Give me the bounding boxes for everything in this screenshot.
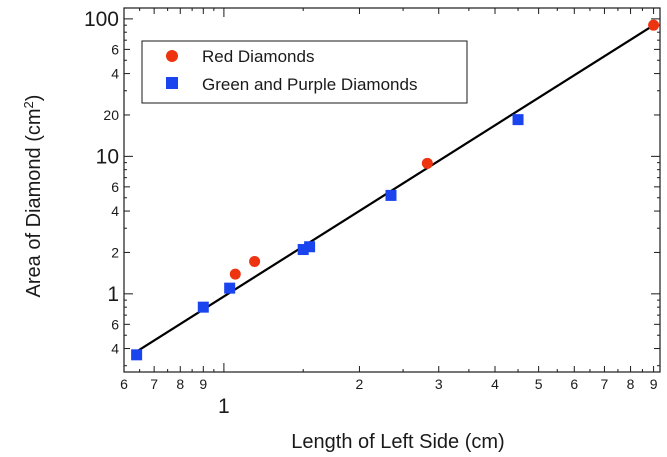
y-tick-label: 4 — [111, 66, 119, 82]
legend: Red Diamonds Green and Purple Diamonds — [141, 40, 468, 104]
plot-frame — [123, 7, 661, 373]
fit-line — [136, 24, 655, 353]
x-tick-label: 1 — [218, 395, 230, 418]
y-tick-label: 4 — [111, 203, 119, 219]
point-red-diamond — [421, 157, 433, 169]
point-green-purple-diamond — [131, 349, 143, 361]
y-axis-title-text: Area of Diamond (cm — [23, 108, 45, 297]
x-tick-label: 2 — [356, 376, 364, 392]
x-tick-label: 6 — [570, 376, 578, 392]
point-green-purple-diamond — [224, 282, 236, 294]
point-green-purple-diamond — [197, 301, 209, 313]
x-axis-title: Length of Left Side (cm) — [291, 431, 504, 453]
y-tick-label: 4 — [111, 341, 119, 357]
legend-box — [141, 40, 468, 104]
legend-marker-green-and-purple-diamonds — [166, 77, 178, 89]
point-green-purple-diamond — [385, 189, 397, 201]
point-red-diamond — [249, 255, 261, 267]
y-axis-title-superscript: 2 — [21, 101, 36, 108]
x-tick-label: 4 — [491, 376, 499, 392]
fit-line-layer — [136, 24, 655, 353]
y-tick-label: 1 — [107, 283, 119, 306]
y-tick-label: 6 — [111, 41, 119, 57]
y-tick-label: 10 — [96, 145, 119, 168]
legend-marker-red-diamonds — [166, 50, 178, 62]
y-axis-title-close: ) — [23, 95, 45, 102]
point-green-purple-diamond — [512, 114, 524, 126]
x-tick-label: 3 — [435, 376, 443, 392]
data-points — [131, 19, 660, 361]
y-tick-label: 6 — [111, 179, 119, 195]
x-tick-label: 9 — [650, 376, 658, 392]
point-green-purple-diamond — [304, 241, 316, 253]
y-tick-label: 100 — [84, 8, 119, 31]
y-tick-label: 20 — [103, 107, 119, 123]
y-tick-label: 6 — [111, 316, 119, 332]
legend-label-green-and-purple-diamonds: Green and Purple Diamonds — [202, 75, 417, 94]
plot-area-frame — [123, 7, 661, 373]
x-tick-label: 7 — [601, 376, 609, 392]
point-red-diamond — [648, 19, 660, 31]
legend-label-red-diamonds: Red Diamonds — [202, 47, 314, 66]
y-axis-title: Area of Diamond (cm2) — [21, 95, 46, 298]
x-tick-label: 8 — [176, 376, 184, 392]
y-tick-label: 2 — [111, 244, 119, 260]
x-tick-label: 9 — [199, 376, 207, 392]
x-tick-label: 6 — [120, 376, 128, 392]
point-red-diamond — [229, 268, 241, 280]
x-tick-label: 5 — [535, 376, 543, 392]
x-tick-label: 7 — [150, 376, 158, 392]
point-green-purple-diamond — [297, 244, 309, 256]
x-tick-label: 8 — [627, 376, 635, 392]
